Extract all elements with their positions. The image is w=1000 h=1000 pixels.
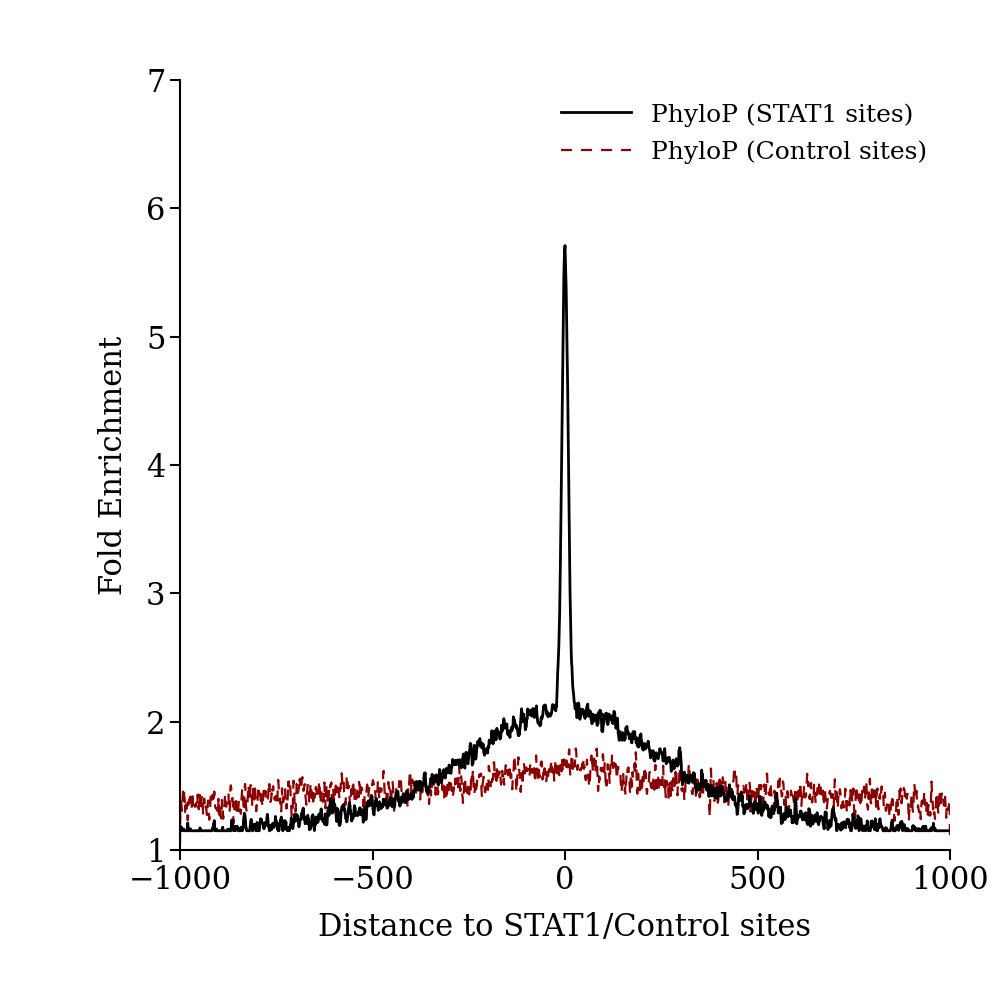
PhyloP (STAT1 sites) [460, 746, 472, 758]
Y-axis label: Fold Enrichment: Fold Enrichment [98, 335, 129, 595]
PhyloP (STAT1 sites) [216, 825, 228, 837]
PhyloP (STAT1 sites) [808, 811, 820, 823]
X-axis label: Distance to STAT1/Control sites: Distance to STAT1/Control sites [318, 912, 812, 943]
PhyloP (STAT1 sites) [191, 825, 203, 837]
Line: PhyloP (STAT1 sites): PhyloP (STAT1 sites) [180, 246, 950, 831]
PhyloP (STAT1 sites) [174, 825, 186, 837]
Legend: PhyloP (STAT1 sites), PhyloP (Control sites): PhyloP (STAT1 sites), PhyloP (Control si… [551, 93, 938, 174]
PhyloP (STAT1 sites) [944, 825, 956, 837]
PhyloP (STAT1 sites) [243, 825, 255, 837]
PhyloP (Control sites) [944, 838, 956, 850]
PhyloP (Control sites) [570, 743, 582, 755]
PhyloP (Control sites) [191, 798, 203, 810]
PhyloP (Control sites) [460, 789, 472, 801]
PhyloP (Control sites) [808, 777, 820, 789]
PhyloP (Control sites) [174, 838, 186, 850]
PhyloP (Control sites) [216, 812, 228, 824]
PhyloP (Control sites) [243, 779, 255, 791]
PhyloP (Control sites) [637, 775, 649, 787]
PhyloP (STAT1 sites) [559, 240, 571, 252]
PhyloP (STAT1 sites) [637, 744, 649, 756]
Line: PhyloP (Control sites): PhyloP (Control sites) [180, 749, 950, 844]
